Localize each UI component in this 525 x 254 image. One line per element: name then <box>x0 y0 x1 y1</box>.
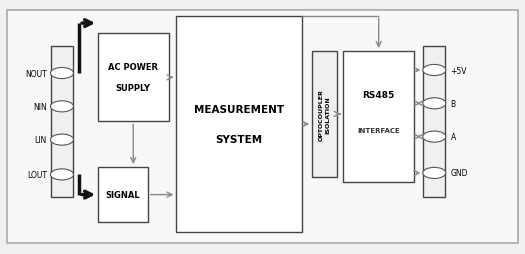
Circle shape <box>423 132 446 142</box>
Circle shape <box>50 68 74 79</box>
Circle shape <box>50 169 74 180</box>
Text: SIGNAL: SIGNAL <box>106 190 140 199</box>
Text: B: B <box>450 99 456 108</box>
Bar <box>312 52 337 177</box>
Circle shape <box>50 135 74 146</box>
Text: LIN: LIN <box>35 136 47 145</box>
Circle shape <box>423 168 446 179</box>
Bar <box>423 46 445 197</box>
Bar <box>98 167 148 223</box>
Text: NIN: NIN <box>33 102 47 112</box>
Text: OPTOCOUPLER
ISOLATION: OPTOCOUPLER ISOLATION <box>319 89 330 140</box>
Bar <box>98 34 169 122</box>
Circle shape <box>423 65 446 76</box>
Text: MEASUREMENT: MEASUREMENT <box>194 104 284 114</box>
Circle shape <box>423 98 446 109</box>
Text: LOUT: LOUT <box>27 170 47 179</box>
Bar <box>176 17 302 232</box>
Text: NOUT: NOUT <box>25 69 47 78</box>
Text: SUPPLY: SUPPLY <box>116 84 151 93</box>
Text: +5V: +5V <box>450 66 467 75</box>
Bar <box>343 52 414 182</box>
Circle shape <box>50 101 74 113</box>
Text: A: A <box>450 133 456 141</box>
Bar <box>51 46 73 197</box>
Text: INTERFACE: INTERFACE <box>358 127 400 133</box>
Text: GND: GND <box>450 169 468 178</box>
Text: AC POWER: AC POWER <box>108 63 158 72</box>
Text: SYSTEM: SYSTEM <box>215 135 262 145</box>
Text: RS485: RS485 <box>363 90 395 99</box>
